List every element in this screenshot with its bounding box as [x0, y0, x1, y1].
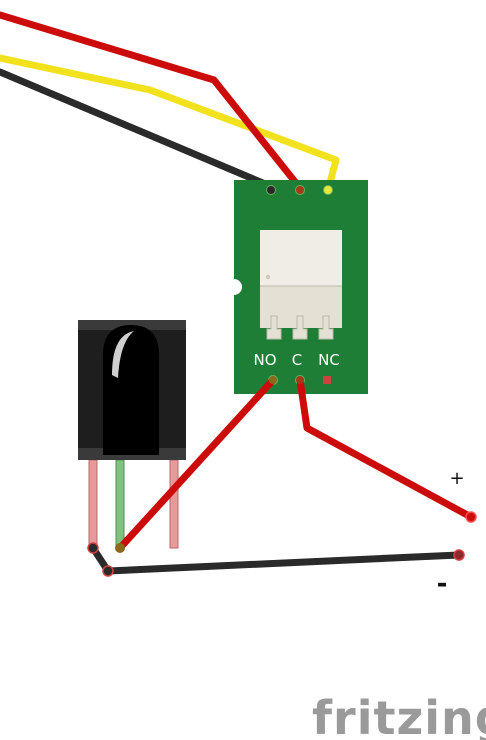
red-wire-no-to-sensor[interactable]	[116, 376, 277, 552]
black-wire-sensor-end	[87, 542, 99, 554]
sensor-body-top	[78, 320, 186, 330]
sensor-leg-right	[169, 459, 179, 549]
red-wire-sensor-end	[115, 543, 125, 553]
black-wire-gnd[interactable]	[0, 68, 274, 190]
red-wire-end	[296, 186, 304, 194]
sensor-leg-left	[88, 459, 98, 549]
relay-module: NO C NC	[226, 180, 368, 394]
minus-terminal-end[interactable]	[453, 549, 465, 561]
sensor-lens	[103, 325, 159, 455]
minus-sign: -	[437, 569, 448, 599]
pad-nc[interactable]	[323, 376, 331, 384]
plus-terminal-end[interactable]	[465, 511, 477, 523]
red-wire-signal[interactable]	[0, 11, 304, 192]
pin-label-c: C	[292, 351, 302, 369]
ir-receiver	[78, 320, 186, 549]
yellow-wire-vcc[interactable]	[0, 54, 340, 194]
relay-pin-no	[266, 315, 282, 340]
black-wire-bend	[102, 565, 114, 577]
sensor-lens-highlight	[112, 331, 134, 378]
red-wire-c-end	[296, 376, 304, 384]
relay-dot	[265, 274, 271, 280]
board-notch	[226, 279, 242, 295]
pin-label-no: NO	[253, 351, 276, 369]
red-wire-c-to-plus[interactable]	[296, 376, 475, 521]
relay-pin-c	[292, 315, 308, 340]
red-wire-no-end	[269, 376, 277, 384]
yellow-wire-end	[324, 186, 332, 194]
pin-label-nc: NC	[318, 351, 340, 369]
fritzing-logo: fritzing	[312, 691, 486, 740]
relay-pin-nc	[318, 315, 334, 340]
black-wire-end	[267, 186, 275, 194]
sensor-leg-middle	[115, 459, 125, 549]
black-wire-minus[interactable]	[89, 544, 463, 575]
plus-sign: +	[449, 468, 464, 489]
relay-component-top	[260, 230, 342, 286]
